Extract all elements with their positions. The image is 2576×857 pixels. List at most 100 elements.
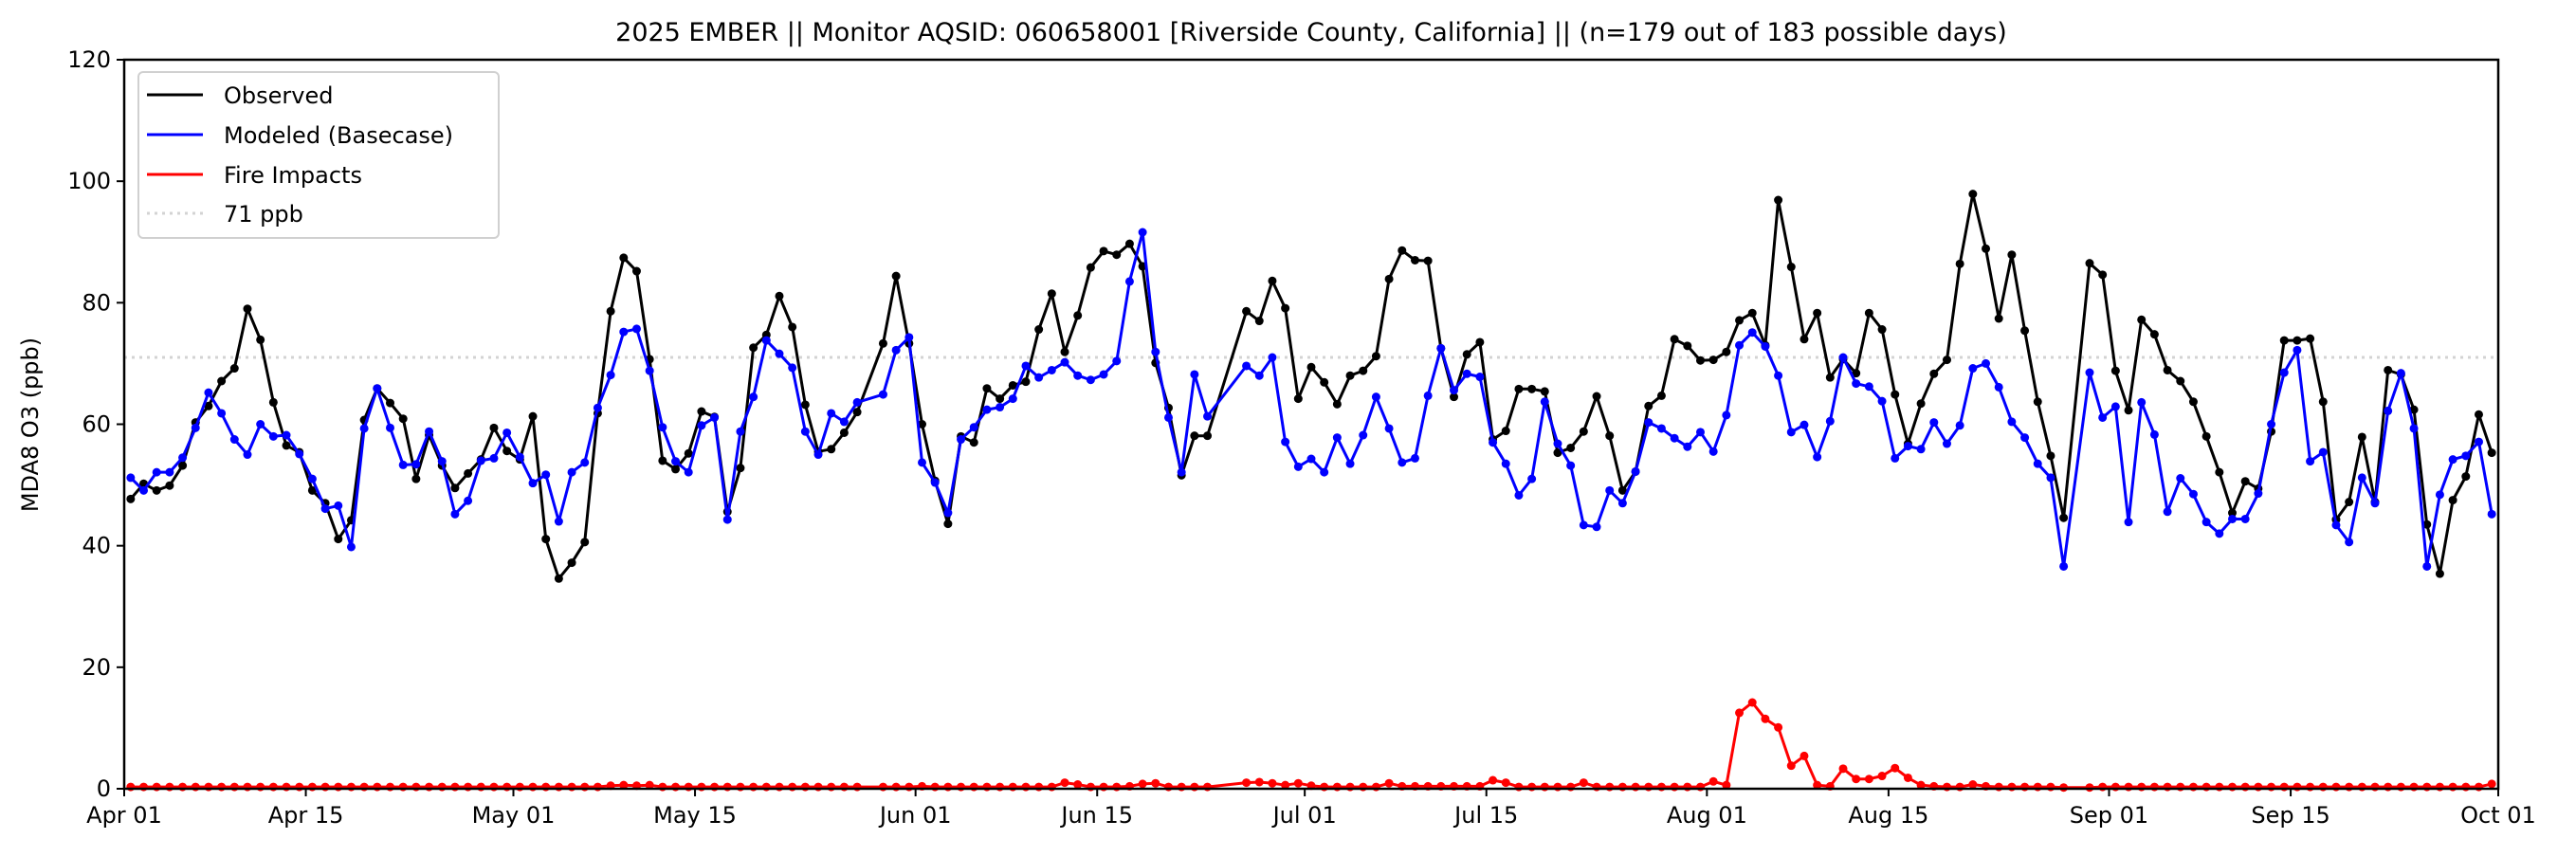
data-point (1320, 467, 1329, 477)
data-point (1916, 780, 1926, 790)
data-point (1306, 362, 1316, 372)
legend-box (137, 71, 500, 239)
data-point (2461, 451, 2471, 461)
data-point (2110, 402, 2120, 411)
data-point (1605, 485, 1615, 495)
data-point (645, 780, 654, 790)
data-point (996, 403, 1005, 412)
data-point (1124, 239, 1134, 248)
data-point (2318, 447, 2328, 457)
data-point (1086, 375, 1095, 385)
data-point (878, 338, 887, 348)
data-point (2007, 417, 2017, 427)
data-point (1891, 763, 1900, 773)
data-point (1656, 391, 1666, 400)
data-point (2448, 496, 2457, 505)
y-axis-label: MDA8 O3 (ppb) (17, 337, 44, 512)
x-tick-label: May 15 (653, 802, 737, 829)
data-point (567, 467, 576, 477)
data-point (658, 423, 667, 432)
data-point (229, 435, 239, 445)
data-point (839, 428, 849, 437)
data-point (1462, 369, 1471, 378)
data-point (918, 458, 927, 467)
data-point (1306, 454, 1316, 464)
data-point (1332, 433, 1342, 443)
data-point (904, 333, 914, 342)
data-point (2227, 514, 2237, 523)
data-point (1968, 364, 1978, 374)
data-point (1527, 474, 1537, 483)
data-point (1540, 387, 1549, 396)
data-point (398, 460, 408, 469)
data-point (541, 470, 551, 480)
data-point (528, 411, 538, 421)
data-point (1864, 382, 1873, 392)
data-point (631, 266, 641, 276)
x-tick-label: Sep 01 (2070, 802, 2148, 829)
data-point (2461, 472, 2471, 482)
data-point (710, 412, 720, 422)
data-point (1073, 371, 1083, 380)
data-point (243, 304, 252, 314)
data-point (2059, 783, 2069, 793)
data-point (1656, 424, 1666, 433)
data-point (1475, 337, 1485, 347)
data-point (1813, 452, 1822, 462)
data-point (1722, 780, 1731, 790)
data-point (217, 376, 227, 386)
data-point (464, 496, 473, 505)
data-point (1708, 447, 1718, 456)
x-tick-label: Jul 15 (1452, 802, 1518, 829)
data-point (1008, 394, 1017, 404)
data-point (1864, 308, 1873, 318)
data-point (1242, 361, 1251, 371)
data-point (2163, 507, 2172, 517)
data-point (554, 574, 563, 583)
y-tick-label: 0 (97, 775, 111, 802)
data-point (2267, 420, 2276, 428)
data-point (619, 253, 629, 263)
data-point (1099, 246, 1108, 256)
data-point (1163, 412, 1173, 422)
data-point (2474, 437, 2483, 447)
data-point (2384, 406, 2393, 415)
data-point (346, 542, 356, 552)
data-point (2163, 365, 2172, 374)
data-point (2098, 412, 2108, 422)
data-point (2357, 473, 2366, 483)
data-point (645, 366, 654, 375)
data-point (996, 394, 1005, 404)
data-point (839, 417, 849, 427)
data-point (126, 494, 136, 503)
data-point (1683, 341, 1692, 351)
data-point (1293, 462, 1303, 471)
data-point (1410, 453, 1419, 463)
data-point (1254, 777, 1264, 787)
y-tick-label: 120 (67, 46, 111, 73)
data-point (957, 435, 966, 445)
series-observed (126, 190, 2496, 583)
data-point (2279, 368, 2289, 377)
data-point (1968, 780, 1978, 790)
data-point (1929, 418, 1939, 428)
data-point (2085, 259, 2094, 268)
data-point (1566, 443, 1576, 452)
data-point (2279, 336, 2289, 345)
data-point (2435, 490, 2444, 500)
data-point (2201, 431, 2211, 441)
data-point (606, 371, 615, 380)
data-point (1786, 263, 1796, 272)
data-point (2137, 397, 2147, 407)
data-point (684, 448, 693, 458)
data-point (425, 427, 434, 436)
data-point (515, 452, 524, 462)
data-point (1786, 428, 1796, 437)
data-point (2020, 326, 2030, 336)
data-point (1021, 377, 1031, 387)
legend-label-observed: Observed (224, 82, 333, 109)
data-point (1670, 335, 1679, 344)
chart-title: 2025 EMBER || Monitor AQSID: 060658001 [… (615, 18, 2007, 47)
data-point (1254, 317, 1264, 326)
